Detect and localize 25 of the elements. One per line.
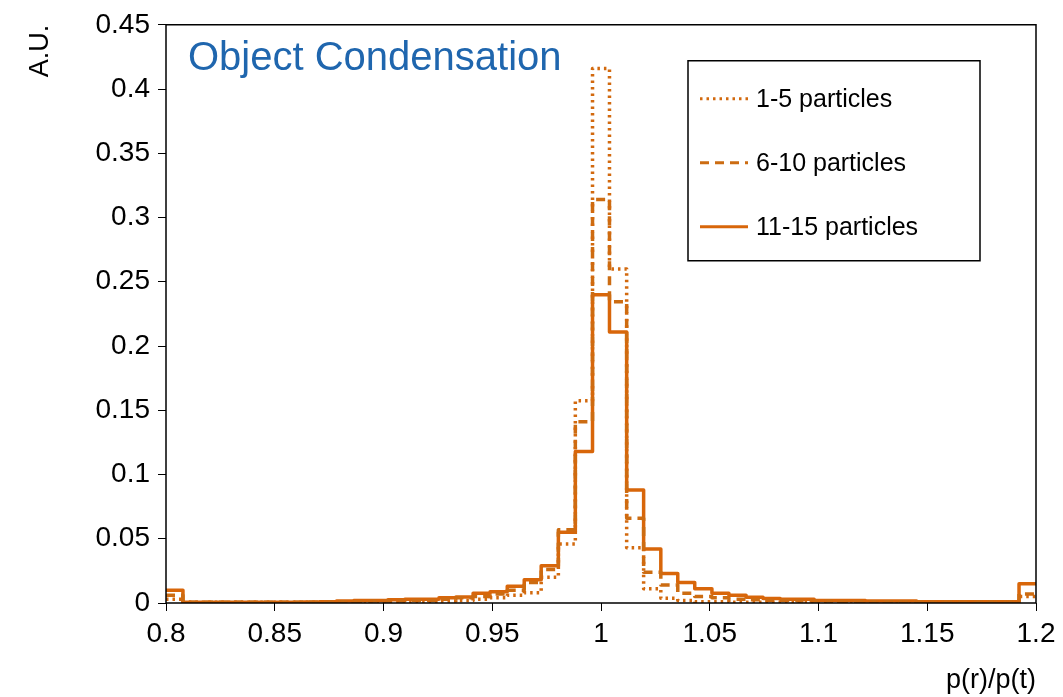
y-tick-label: 0.15 xyxy=(95,392,150,424)
x-tick-label: 1.1 xyxy=(799,616,838,648)
x-tick-label: 0.85 xyxy=(247,616,302,648)
x-axis-title: p(r)/p(t) xyxy=(946,664,1036,694)
y-tick-label: 0.3 xyxy=(111,200,150,232)
legend-label: 1-5 particles xyxy=(756,83,893,112)
chart-title: Object Condensation xyxy=(188,33,562,78)
y-tick-label: 0.35 xyxy=(95,136,150,168)
y-tick-label: 0.05 xyxy=(95,521,150,553)
x-tick-label: 0.8 xyxy=(146,616,186,648)
x-tick-label: 1.2 xyxy=(1016,616,1056,648)
y-tick-label: 0.4 xyxy=(111,71,150,103)
y-tick-label: 0.45 xyxy=(95,7,150,39)
y-tick-label: 0 xyxy=(134,585,150,617)
y-axis-title: A.U. xyxy=(24,24,54,78)
y-tick-label: 0.2 xyxy=(111,328,150,360)
x-tick-label: 1.15 xyxy=(900,616,955,648)
legend-label: 6-10 particles xyxy=(756,147,907,176)
legend-label: 11-15 particles xyxy=(756,211,919,240)
y-tick-label: 0.25 xyxy=(95,264,150,296)
y-tick-label: 0.1 xyxy=(111,457,150,489)
x-tick-label: 0.95 xyxy=(465,616,520,648)
x-tick-label: 0.9 xyxy=(364,616,403,648)
x-tick-label: 1 xyxy=(593,616,609,648)
x-tick-label: 1.05 xyxy=(682,616,737,648)
